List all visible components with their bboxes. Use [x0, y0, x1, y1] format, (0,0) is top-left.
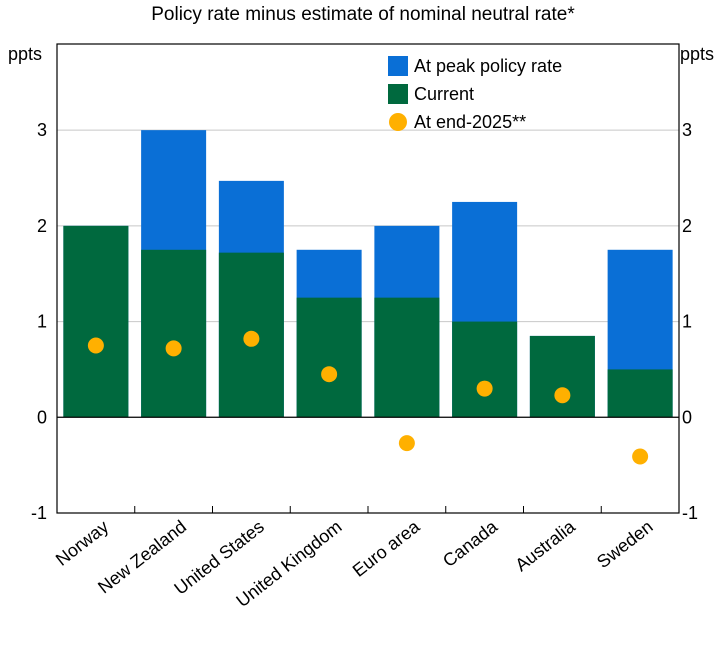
legend-item-current: Current [388, 80, 562, 108]
chart-title: Policy rate minus estimate of nominal ne… [151, 4, 575, 25]
legend: At peak policy rate Current At end-2025*… [388, 52, 562, 136]
y-tick-label-left: 1 [37, 312, 47, 332]
y-tick-label-left: 2 [37, 216, 47, 236]
marker-end2025-norway [87, 337, 104, 354]
y-tick-label-left: 0 [37, 407, 47, 427]
legend-item-end2025: At end-2025** [388, 108, 562, 136]
axes [56, 43, 680, 514]
bar-current-norway [63, 225, 129, 418]
legend-marker-end2025 [389, 113, 407, 131]
marker-end2025-canada [476, 380, 493, 397]
y-axis-unit-right: ppts [680, 44, 715, 64]
marker-end2025-sweden [632, 448, 649, 465]
bar-current-united-kingdom [296, 297, 362, 418]
bar-current-sweden [607, 369, 673, 418]
marker-end2025-australia [554, 387, 571, 404]
y-tick-label-right: 0 [682, 407, 692, 427]
marker-end2025-euro-area [398, 435, 415, 452]
y-tick-label-right: -1 [682, 503, 698, 523]
legend-label-end2025: At end-2025** [414, 111, 527, 132]
bars [63, 130, 673, 418]
legend-label-peak: At peak policy rate [414, 55, 563, 76]
legend-swatch-current [388, 84, 408, 104]
bar-current-canada [452, 321, 518, 418]
y-tick-label-right: 2 [682, 216, 692, 236]
y-tick-label-left: -1 [31, 503, 47, 523]
bar-current-euro-area [374, 297, 440, 418]
legend-item-peak: At peak policy rate [388, 52, 562, 80]
x-category-label: Euro area [349, 516, 424, 581]
marker-end2025-united-kingdom [321, 366, 338, 383]
marker-end2025-new-zealand [165, 340, 182, 357]
x-category-label: Canada [439, 516, 502, 571]
y-axis-unit-left: ppts [8, 44, 43, 64]
y-tick-label-right: 3 [682, 120, 692, 140]
legend-label-current: Current [414, 83, 475, 104]
y-tick-label-right: 1 [682, 312, 692, 332]
x-category-label: Sweden [593, 516, 657, 572]
x-category-label: Australia [511, 516, 579, 575]
plot-frame [56, 43, 680, 514]
bar-current-new-zealand [141, 249, 207, 418]
marker-end2025-united-states [243, 330, 260, 347]
y-tick-label-left: 3 [37, 120, 47, 140]
x-category-label: Norway [52, 516, 112, 569]
legend-swatch-peak [388, 56, 408, 76]
tick-labels: -1 -1 0 0 1 1 2 2 3 3 [31, 120, 698, 523]
bar-current-australia [529, 335, 595, 418]
markers [87, 330, 649, 465]
